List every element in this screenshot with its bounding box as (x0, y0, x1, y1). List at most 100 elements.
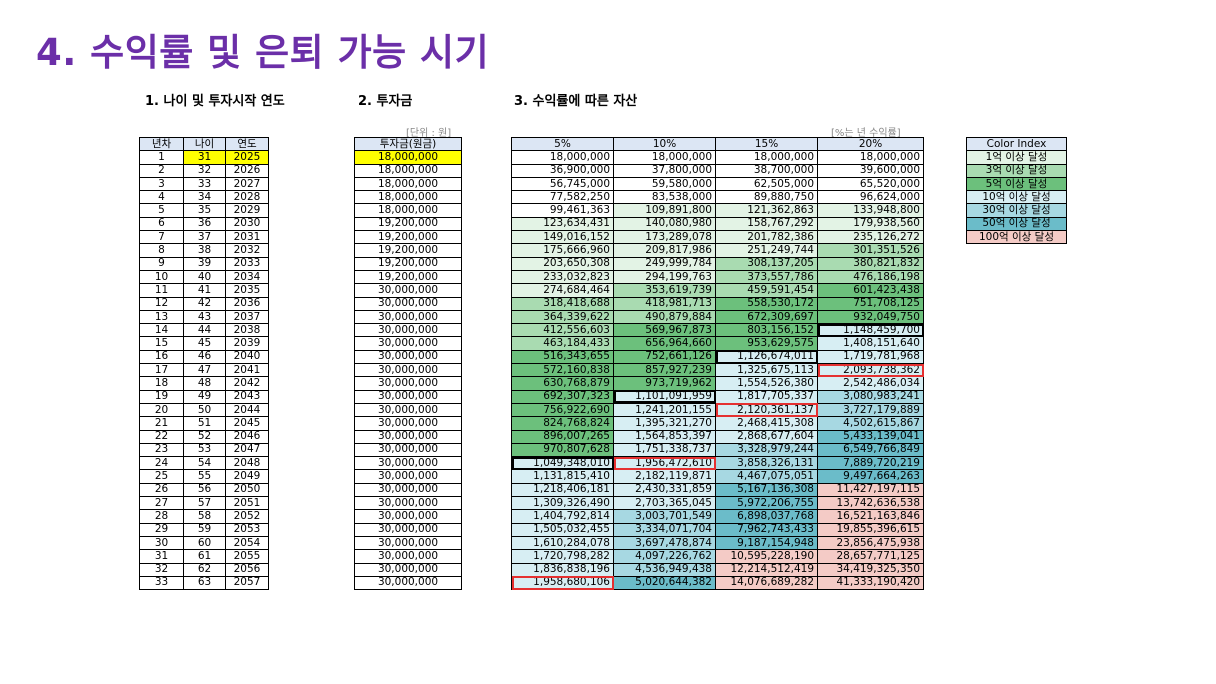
asset-cell: 89,880,750 (715, 190, 818, 205)
asset-cell: 1,218,406,181 (511, 482, 614, 498)
investment-cell: 30,000,000 (354, 402, 462, 418)
year-cell: 2049 (225, 469, 269, 484)
year-count-cell: 1 (139, 150, 184, 165)
table-row: 412,556,603 569,967,873 803,156,152 1,148,4… (511, 323, 924, 338)
year-cell: 2039 (225, 336, 269, 351)
table-row: 203,650,308 249,999,784 308,137,205 380,821… (511, 256, 924, 271)
asset-cell: 18,000,000 (715, 150, 818, 165)
year-count-cell: 8 (139, 243, 184, 258)
age-cell: 53 (183, 442, 226, 458)
table-row: 21 51 2045 (139, 416, 269, 431)
year-cell: 2053 (225, 522, 269, 537)
asset-cell: 1,049,348,010 (511, 456, 614, 471)
investment-cell: 30,000,000 (354, 309, 462, 325)
table-row: 27 57 2051 (139, 496, 269, 511)
year-cell: 2032 (225, 243, 269, 258)
asset-cell: 123,634,431 (511, 216, 614, 232)
unit-note: [단위 : 원] (406, 128, 452, 139)
year-count-cell: 16 (139, 349, 184, 365)
table-row: 10 40 2034 (139, 269, 269, 285)
asset-cell: 2,468,415,308 (715, 416, 818, 431)
age-cell: 48 (183, 376, 226, 391)
investment-cell: 19,200,000 (354, 256, 462, 271)
investment-cell: 30,000,000 (354, 416, 462, 431)
table-row: 1,218,406,181 2,430,331,859 5,167,136,308 1… (511, 482, 924, 498)
investment-cell: 18,000,000 (354, 163, 462, 178)
legend-item: 1억 이상 달성 (966, 150, 1067, 165)
age-cell: 56 (183, 482, 226, 498)
age-cell: 51 (183, 416, 226, 431)
asset-cell: 353,619,739 (613, 283, 716, 298)
year-count-cell: 31 (139, 549, 184, 564)
asset-cell: 2,868,677,604 (715, 429, 818, 444)
table-row: 11 41 2035 (139, 283, 269, 298)
table-row: 1,958,680,106 5,020,644,382 14,076,689,282… (511, 575, 924, 591)
table-row: 30,000,000 (354, 336, 462, 351)
age-cell: 32 (183, 163, 226, 178)
asset-cell: 4,097,226,762 (613, 549, 716, 564)
asset-cell: 18,000,000 (817, 150, 924, 165)
asset-cell: 2,542,486,034 (817, 376, 924, 391)
age-cell: 36 (183, 216, 226, 232)
investment-cell: 30,000,000 (354, 389, 462, 404)
asset-cell: 3,727,179,889 (817, 402, 924, 418)
age-cell: 41 (183, 283, 226, 298)
year-cell: 2046 (225, 429, 269, 444)
header-return-15: 15% (715, 136, 818, 152)
year-count-cell: 7 (139, 230, 184, 245)
asset-cell: 5,020,644,382 (613, 575, 716, 591)
year-cell: 2042 (225, 376, 269, 391)
asset-cell: 2,120,361,137 (715, 402, 818, 418)
investment-cell: 30,000,000 (354, 323, 462, 338)
table-row: 2 32 2026 (139, 163, 269, 178)
year-cell: 2041 (225, 363, 269, 378)
section-investment-heading: 2. 투자금 (358, 94, 413, 109)
asset-cell: 3,697,478,874 (613, 535, 716, 551)
year-cell: 2044 (225, 402, 269, 418)
asset-cell: 28,657,771,125 (817, 549, 924, 564)
age-cell: 45 (183, 336, 226, 351)
asset-cell: 418,981,713 (613, 296, 716, 311)
investment-cell: 19,200,000 (354, 269, 462, 285)
table-row: 31 61 2055 (139, 549, 269, 564)
asset-cell: 490,879,884 (613, 309, 716, 325)
asset-cell: 34,419,325,350 (817, 562, 924, 577)
table-row: 149,016,152 173,289,078 201,782,386 235,126… (511, 230, 924, 245)
table-row: 30,000,000 (354, 402, 462, 418)
year-cell: 2027 (225, 176, 269, 192)
year-count-cell: 19 (139, 389, 184, 404)
asset-cell: 1,101,091,959 (613, 389, 716, 404)
table-row: 22 52 2046 (139, 429, 269, 444)
age-cell: 33 (183, 176, 226, 192)
asset-cell: 37,800,000 (613, 163, 716, 178)
year-count-cell: 22 (139, 429, 184, 444)
investment-cell: 30,000,000 (354, 336, 462, 351)
legend-row: 3억 이상 달성 (966, 163, 1067, 178)
asset-cell: 274,684,464 (511, 283, 614, 298)
asset-cell: 65,520,000 (817, 176, 924, 192)
asset-cell: 11,427,197,115 (817, 482, 924, 498)
color-index-legend: Color Index 1억 이상 달성 3억 이상 달성 5억 이상 달성 10억 … (966, 136, 1067, 245)
table-row: 1,131,815,410 2,182,119,871 4,467,075,051 9… (511, 469, 924, 484)
investment-cell: 30,000,000 (354, 456, 462, 471)
investment-cell: 30,000,000 (354, 363, 462, 378)
year-count-cell: 21 (139, 416, 184, 431)
investment-cell: 19,200,000 (354, 230, 462, 245)
section-age-heading: 1. 나이 및 투자시작 연도 (145, 94, 285, 109)
investment-cell: 19,200,000 (354, 243, 462, 258)
table-row: 1,720,798,282 4,097,226,762 10,595,228,190… (511, 549, 924, 564)
asset-cell: 672,309,697 (715, 309, 818, 325)
asset-cell: 3,080,983,241 (817, 389, 924, 404)
asset-cell: 318,418,688 (511, 296, 614, 311)
asset-cell: 9,497,664,263 (817, 469, 924, 484)
asset-cell: 6,549,766,849 (817, 442, 924, 458)
age-cell: 52 (183, 429, 226, 444)
table-row: 364,339,622 490,879,884 672,309,697 932,049… (511, 309, 924, 325)
year-count-cell: 20 (139, 402, 184, 418)
table-row: 30,000,000 (354, 535, 462, 551)
year-count-cell: 11 (139, 283, 184, 298)
asset-cell: 149,016,152 (511, 230, 614, 245)
table-row: 824,768,824 1,395,321,270 2,468,415,308 4,5… (511, 416, 924, 431)
legend-item: 30억 이상 달성 (966, 203, 1067, 218)
asset-cell: 6,898,037,768 (715, 509, 818, 524)
